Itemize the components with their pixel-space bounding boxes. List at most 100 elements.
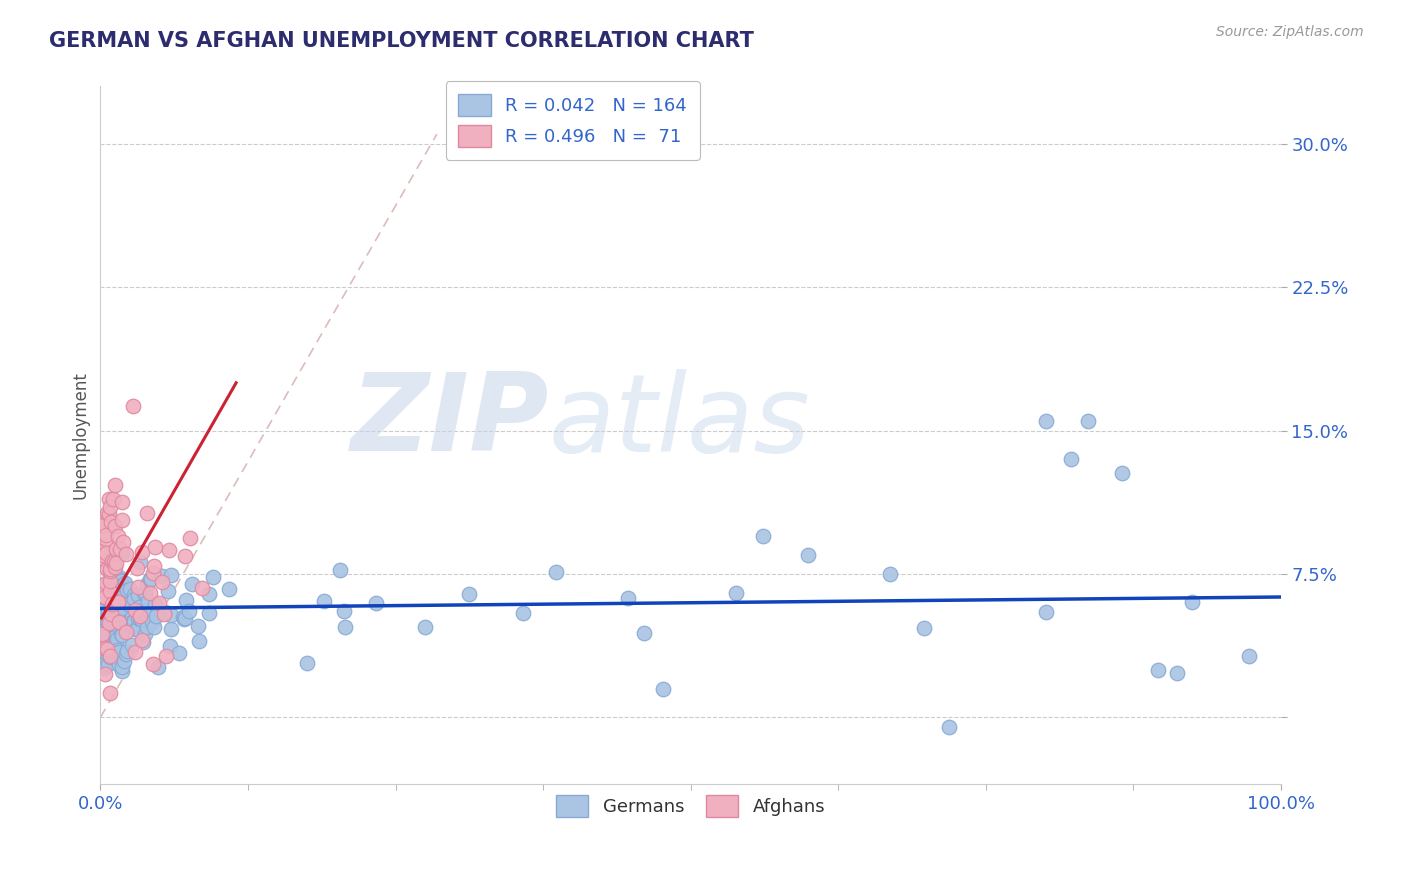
Point: [91, 518, 114, 533]
Point: [107, 595, 129, 609]
Point: [108, 613, 131, 627]
Point: [1035, 605, 1057, 619]
Point: [1146, 663, 1168, 677]
Point: [103, 589, 125, 603]
Point: [111, 664, 134, 678]
Point: [142, 657, 165, 671]
Point: [107, 615, 129, 630]
Point: [143, 620, 166, 634]
Point: [100, 515, 122, 529]
Point: [108, 573, 131, 587]
Point: [114, 647, 136, 661]
Point: [100, 571, 122, 585]
Point: [110, 627, 132, 641]
Point: [173, 612, 195, 626]
Text: Source: ZipAtlas.com: Source: ZipAtlas.com: [1216, 25, 1364, 39]
Point: [136, 602, 159, 616]
Point: [141, 615, 163, 630]
Point: [96, 575, 118, 590]
Point: [127, 604, 149, 618]
Point: [122, 591, 145, 606]
Point: [105, 629, 128, 643]
Point: [91, 511, 114, 525]
Text: atlas: atlas: [548, 369, 811, 474]
Point: [91, 583, 114, 598]
Point: [150, 568, 173, 582]
Point: [93, 594, 115, 608]
Point: [100, 583, 122, 598]
Point: [174, 592, 197, 607]
Point: [1181, 595, 1204, 609]
Point: [938, 720, 960, 734]
Point: [1239, 649, 1261, 664]
Point: [122, 614, 145, 628]
Point: [879, 567, 901, 582]
Point: [101, 648, 124, 663]
Point: [512, 606, 534, 620]
Point: [312, 594, 335, 608]
Point: [101, 552, 124, 566]
Point: [218, 582, 240, 596]
Point: [90, 591, 112, 606]
Point: [98, 686, 121, 700]
Point: [103, 574, 125, 588]
Point: [134, 626, 156, 640]
Point: [107, 597, 129, 611]
Point: [112, 578, 135, 592]
Point: [201, 569, 224, 583]
Point: [122, 399, 145, 413]
Point: [155, 649, 177, 664]
Point: [366, 596, 388, 610]
Point: [127, 580, 149, 594]
Point: [105, 609, 128, 624]
Point: [110, 574, 132, 589]
Point: [333, 620, 356, 634]
Point: [652, 681, 675, 696]
Point: [100, 554, 122, 568]
Point: [153, 607, 176, 621]
Point: [107, 570, 129, 584]
Point: [131, 545, 153, 559]
Point: [111, 513, 134, 527]
Point: [127, 611, 149, 625]
Point: [111, 494, 134, 508]
Point: [94, 591, 117, 605]
Point: [181, 577, 204, 591]
Point: [141, 573, 163, 587]
Point: [98, 574, 121, 588]
Text: ZIP: ZIP: [350, 368, 548, 475]
Point: [125, 561, 148, 575]
Point: [98, 492, 121, 507]
Point: [136, 506, 159, 520]
Point: [98, 649, 121, 664]
Point: [90, 597, 112, 611]
Point: [143, 540, 166, 554]
Point: [97, 507, 120, 521]
Point: [136, 577, 159, 591]
Point: [105, 578, 128, 592]
Y-axis label: Unemployment: Unemployment: [72, 371, 89, 500]
Point: [117, 597, 139, 611]
Legend: Germans, Afghans: Germans, Afghans: [548, 788, 832, 824]
Point: [179, 531, 201, 545]
Point: [97, 657, 120, 671]
Point: [129, 611, 152, 625]
Point: [1077, 414, 1099, 428]
Point: [124, 645, 146, 659]
Point: [129, 555, 152, 569]
Point: [124, 603, 146, 617]
Point: [139, 586, 162, 600]
Point: [104, 559, 127, 574]
Point: [91, 599, 114, 614]
Point: [134, 584, 156, 599]
Point: [188, 633, 211, 648]
Point: [107, 619, 129, 633]
Point: [157, 584, 180, 599]
Point: [112, 601, 135, 615]
Point: [129, 609, 152, 624]
Point: [96, 562, 118, 576]
Point: [187, 618, 209, 632]
Point: [107, 594, 129, 608]
Point: [160, 608, 183, 623]
Point: [108, 584, 131, 599]
